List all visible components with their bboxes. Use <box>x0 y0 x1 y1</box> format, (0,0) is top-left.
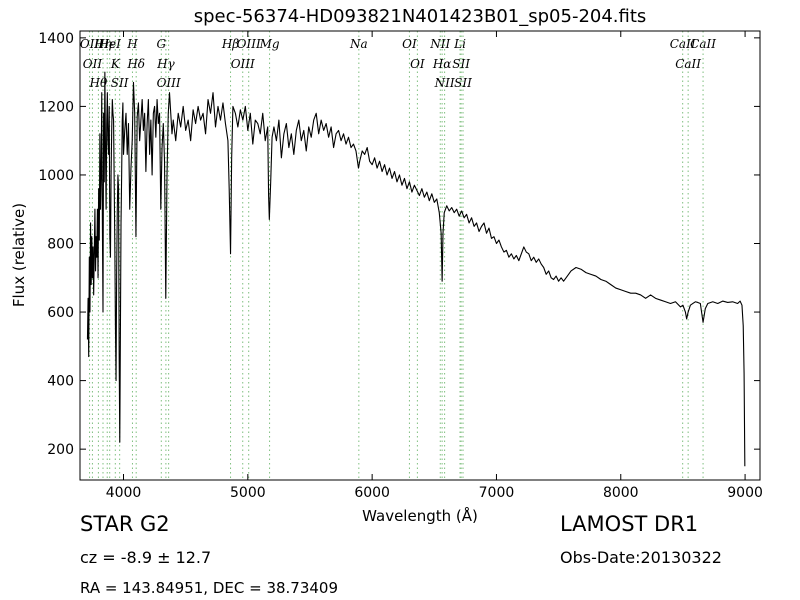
survey-name: LAMOST DR1 <box>560 512 699 536</box>
spectral-line-label: Hθ <box>89 76 108 90</box>
y-tick-label: 1000 <box>38 168 74 184</box>
object-subclass: G2 <box>140 512 170 536</box>
spectral-line-labels: OIIOIIHθHηHεHeIKSIIHHδGHγOIIIHβOIIIOIIIM… <box>80 37 716 90</box>
x-tick-label: 4000 <box>106 485 142 501</box>
spectral-line-label: CaII <box>690 37 716 51</box>
spectrum-series-line <box>86 71 746 467</box>
spectral-line-label: OI <box>402 37 417 51</box>
spectral-line-label: OII <box>83 57 103 71</box>
y-tick-label: 800 <box>47 237 74 253</box>
spectral-line-label: Mg <box>259 37 280 51</box>
y-tick-label: 200 <box>47 442 74 458</box>
spectral-line-label: NII <box>434 76 455 90</box>
spectral-line-label: Hγ <box>156 57 175 71</box>
observation-date: Obs-Date:20130322 <box>560 548 722 567</box>
spectral-line-label: OIII <box>231 57 255 71</box>
spectral-line-label: OIII <box>157 76 181 90</box>
redshift-cz: cz = -8.9 ± 12.7 <box>80 548 212 567</box>
spectral-line-label: OIII <box>237 37 261 51</box>
spectral-line-label: SII <box>111 76 129 90</box>
y-axis-label: Flux (relative) <box>10 203 28 307</box>
spectral-line-label: Na <box>349 37 368 51</box>
y-tick-label: 1200 <box>38 99 74 115</box>
spectral-line-markers <box>89 31 704 480</box>
spectral-line-label: Hδ <box>126 57 145 71</box>
x-axis: 4000 5000 6000 7000 8000 9000 <box>106 31 763 501</box>
x-tick-label: 7000 <box>479 485 515 501</box>
object-class: STAR <box>80 512 134 536</box>
spectral-line-label: Li <box>453 37 466 51</box>
plot-frame <box>79 30 761 481</box>
y-tick-label: 600 <box>47 305 74 321</box>
spectral-line-label: H <box>126 37 138 51</box>
spectral-line-label: SII <box>452 57 470 71</box>
spectral-line-label: Hη <box>93 37 112 51</box>
spectral-line-label: Hβ <box>221 37 239 51</box>
spectral-line-label: HeI <box>98 37 122 51</box>
spectral-line-label: NII <box>429 37 450 51</box>
chart-title: spec-56374-HD093821N401423B01_sp05-204.f… <box>194 6 647 27</box>
spectral-line-label: K <box>110 57 121 71</box>
y-tick-label: 400 <box>47 374 74 390</box>
spectral-line-label: SII <box>454 76 472 90</box>
spectral-line-label: OII <box>80 37 100 51</box>
ra-dec-coordinates: RA = 143.84951, DEC = 38.73409 <box>80 579 339 597</box>
spectral-line-label: OI <box>410 57 425 71</box>
y-axis: 200 400 600 800 1000 1200 1400 <box>38 31 760 458</box>
spectral-line-label: G <box>157 37 167 51</box>
spectral-line-label: CaII <box>675 57 701 71</box>
x-tick-label: 6000 <box>354 485 390 501</box>
x-tick-label: 5000 <box>230 485 266 501</box>
x-tick-label: 8000 <box>603 485 639 501</box>
x-axis-label: Wavelength (Å) <box>362 506 478 525</box>
spectral-line-label: Hε <box>98 37 116 51</box>
y-tick-label: 1400 <box>38 31 74 47</box>
spectral-line-label: CaII <box>670 37 696 51</box>
x-tick-label: 9000 <box>727 485 763 501</box>
spectral-line-label: Hα <box>432 57 452 71</box>
